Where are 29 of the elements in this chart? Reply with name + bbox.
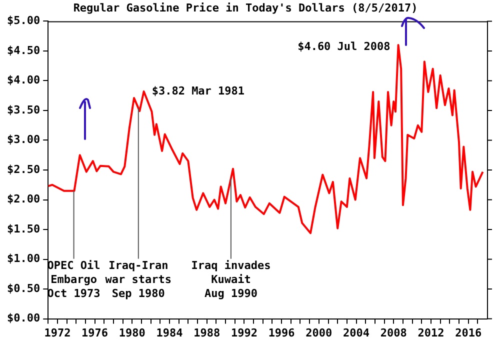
y-tick-label: $3.00 (6, 133, 40, 146)
x-tick-label: 1996 (268, 326, 296, 340)
chart-title: Regular Gasoline Price in Today's Dollars (8/5/2017) (73, 1, 418, 14)
y-tick-label: $5.00 (6, 14, 40, 28)
annotation: $4.60 Jul 2008 (298, 40, 390, 53)
x-tick-label: 2008 (380, 326, 407, 340)
y-tick-label: $1.00 (6, 252, 40, 266)
x-tick-label: 1972 (44, 326, 71, 340)
y-tick-label: $4.00 (6, 74, 40, 87)
x-tick-label: 2004 (343, 326, 370, 340)
y-tick-label: $3.50 (6, 103, 40, 116)
ref-line-label: OPEC Oil Embargo Oct 1973 (47, 259, 100, 300)
x-tick-label: 2012 (418, 326, 444, 340)
x-tick-label: 1980 (118, 326, 146, 340)
x-tick-label: 2016 (455, 326, 482, 340)
ref-line-label: Iraq-Iran war starts Sep 1980 (105, 259, 172, 300)
y-tick-label: $2.50 (6, 162, 40, 176)
y-tick-label: $0.00 (6, 312, 40, 325)
x-tick-label: 1976 (82, 326, 108, 340)
x-tick-label: 1984 (156, 326, 184, 340)
ref-line-label: Iraq invades Kuwait Aug 1990 (191, 259, 271, 300)
y-tick-label: $2.00 (6, 192, 40, 206)
y-tick-label: $4.50 (6, 44, 40, 57)
x-tick-label: 2000 (306, 326, 332, 340)
y-tick-label: $0.50 (6, 282, 40, 295)
x-tick-label: 1988 (194, 326, 220, 340)
annotation: $3.82 Mar 1981 (152, 84, 245, 98)
y-tick-label: $1.50 (6, 222, 40, 236)
x-tick-label: 1992 (230, 326, 258, 340)
